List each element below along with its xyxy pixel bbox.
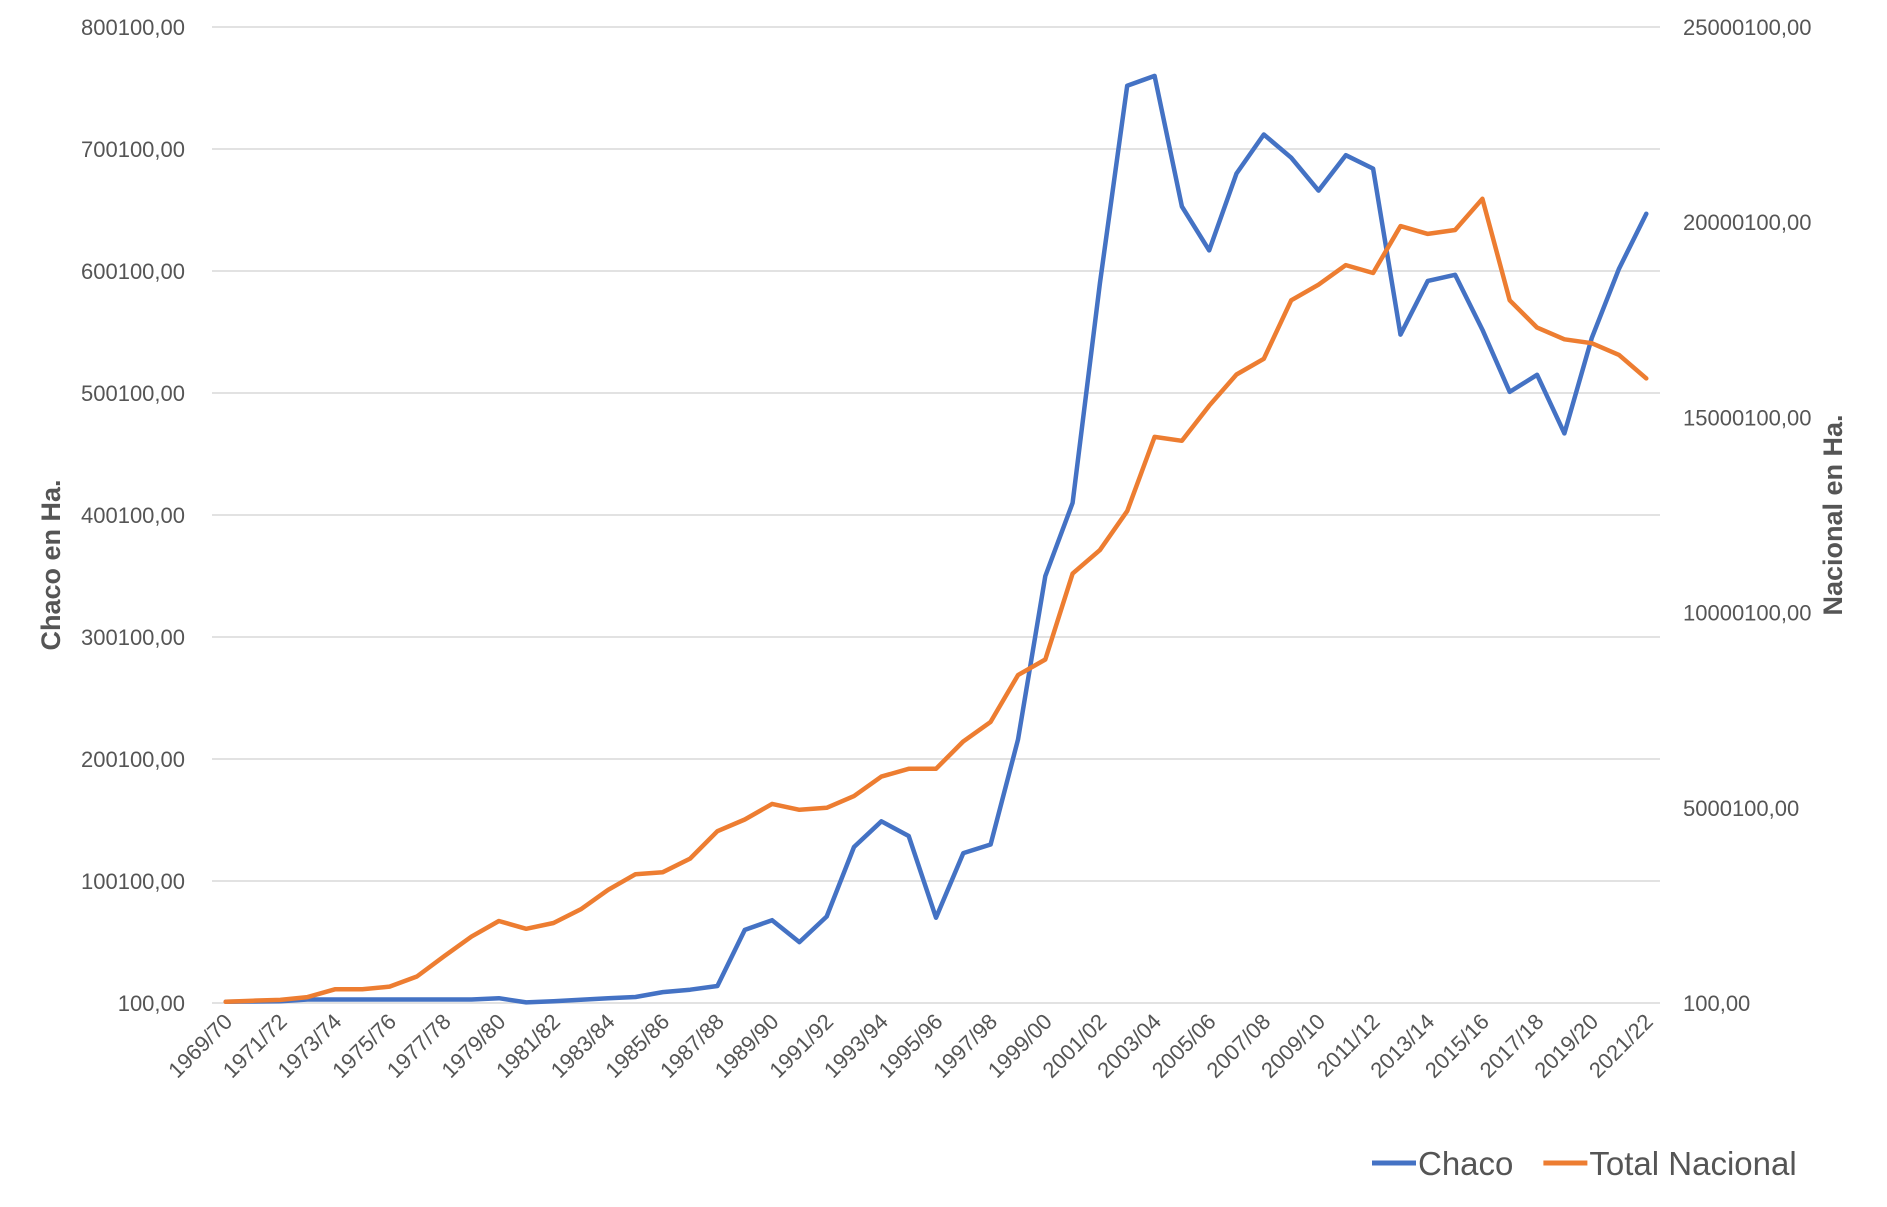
legend-label-total-nacional: Total Nacional: [1589, 1145, 1796, 1182]
left-axis-title: Chaco en Ha.: [36, 479, 66, 650]
right-tick-label: 10000100,00: [1683, 601, 1811, 626]
left-tick-label: 200100,00: [81, 747, 185, 772]
left-tick-label: 500100,00: [81, 381, 185, 406]
right-tick-label: 25000100,00: [1683, 15, 1811, 40]
series-line-chaco: [223, 73, 1649, 1005]
series-line-total-nacional: [223, 196, 1649, 1005]
left-tick-label: 100100,00: [81, 869, 185, 894]
left-axis-ticks: 100,00 100100,00 200100,00 300100,00 400100,…: [81, 15, 185, 1016]
left-tick-label: 700100,00: [81, 137, 185, 162]
left-tick-label: 600100,00: [81, 259, 185, 284]
left-tick-label: 400100,00: [81, 503, 185, 528]
x-axis-ticks: 1969/701971/721973/741975/761977/781979/…: [163, 1009, 1658, 1083]
legend: Chaco Total Nacional: [1372, 1145, 1797, 1182]
right-tick-label: 5000100,00: [1683, 796, 1799, 821]
series-lines: [223, 73, 1649, 1005]
right-axis-ticks: 100,00 5000100,00 10000100,00 15000100,00 20…: [1683, 15, 1811, 1016]
left-tick-label: 800100,00: [81, 15, 185, 40]
right-tick-label: 100,00: [1683, 991, 1750, 1016]
gridlines: [212, 26, 1660, 1004]
left-tick-label: 300100,00: [81, 625, 185, 650]
legend-label-chaco: Chaco: [1418, 1145, 1513, 1182]
left-tick-label: 100,00: [118, 991, 185, 1016]
right-tick-label: 15000100,00: [1683, 405, 1811, 430]
right-tick-label: 20000100,00: [1683, 210, 1811, 235]
right-axis-title: Nacional en Ha.: [1818, 414, 1848, 615]
